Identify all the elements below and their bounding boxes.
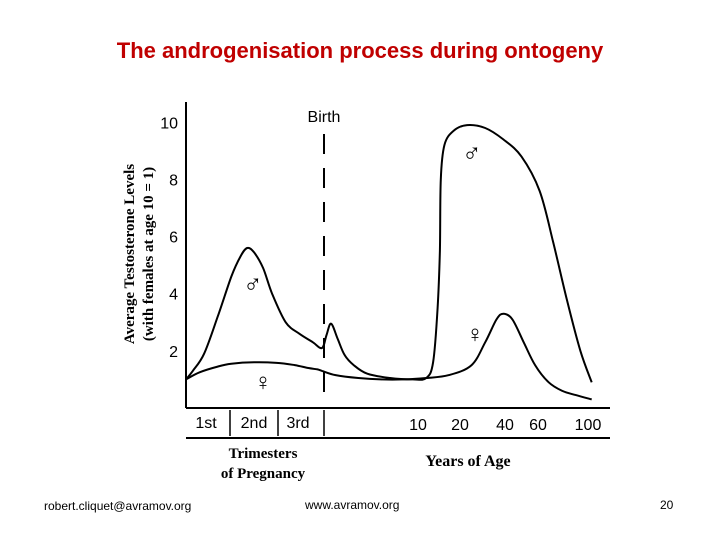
age-tick-10: 10: [409, 417, 427, 434]
trimester-tick-3rd: 3rd: [286, 415, 309, 432]
age-tick-40: 40: [496, 417, 514, 434]
slide-title: The androgenisation process during ontog…: [116, 38, 604, 63]
age-tick-60: 60: [529, 417, 547, 434]
trimester-caption-line2: of Pregnancy: [221, 466, 306, 482]
trimester-tick-1st: 1st: [195, 415, 217, 432]
y-tick-label: 10: [160, 115, 178, 132]
y-axis-title-line1: Average Testosterone Levels: [122, 164, 138, 344]
y-tick-label: 2: [169, 344, 178, 361]
y-tick-label: 4: [169, 287, 178, 304]
page-number: 20: [660, 498, 674, 512]
female-testosterone-line: [185, 312, 592, 401]
birth-label: Birth: [308, 109, 341, 126]
female-symbol-prenatal: ♀: [254, 370, 272, 396]
male-testosterone-line: [185, 124, 593, 383]
female-symbol-postnatal: ♀: [466, 322, 484, 348]
testosterone-chart: Birth Average Testosterone Levels (with …: [122, 102, 610, 482]
age-tick-20: 20: [451, 417, 469, 434]
male-symbol-postnatal: ♂: [462, 139, 482, 168]
male-symbol-prenatal: ♂: [243, 270, 263, 299]
trimester-caption-line1: Trimesters: [229, 446, 298, 462]
age-tick-100: 100: [575, 417, 602, 434]
y-tick-label: 8: [169, 172, 178, 189]
footer-site: www.avramov.org: [305, 498, 400, 512]
age-caption: Years of Age: [425, 453, 510, 470]
footer-email: robert.cliquet@avramov.org: [44, 499, 192, 513]
y-axis-title-line2: (with females at age 10 = 1): [141, 167, 157, 341]
y-tick-label: 6: [169, 230, 178, 247]
trimester-tick-2nd: 2nd: [241, 415, 268, 432]
